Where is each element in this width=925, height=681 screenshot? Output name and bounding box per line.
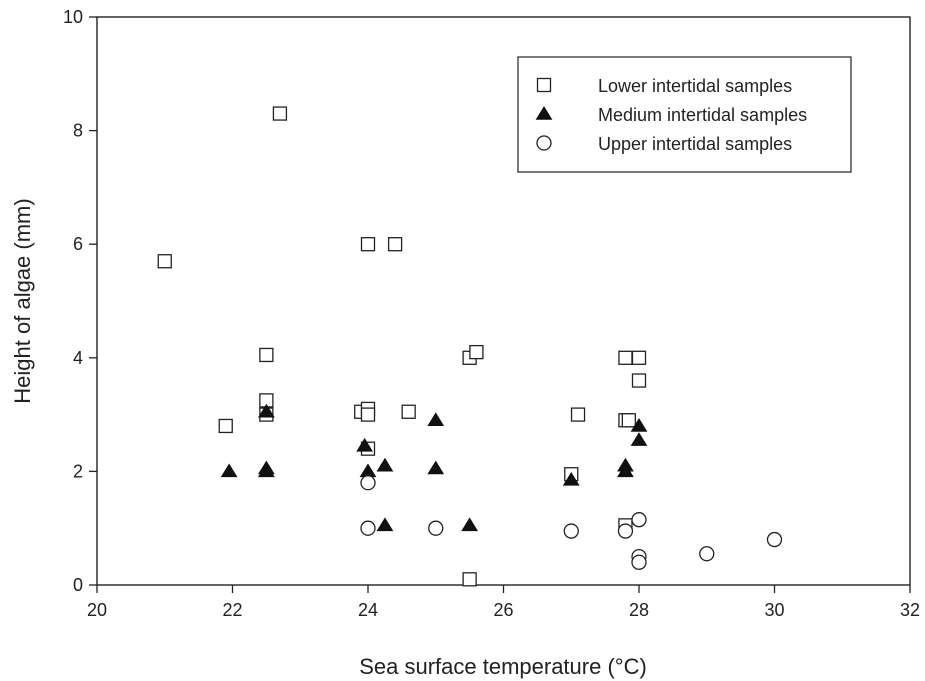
data-point (387, 237, 403, 252)
data-point (376, 457, 394, 472)
x-tick-label: 20 (87, 600, 107, 620)
data-point (157, 254, 172, 269)
data-point (469, 344, 484, 360)
legend-marker (535, 106, 553, 120)
x-axis-ticks: 20 22 24 26 28 30 32 (87, 585, 920, 620)
data-point (359, 463, 377, 478)
data-point (617, 463, 634, 478)
x-tick-label: 28 (629, 600, 649, 620)
data-point (218, 418, 233, 434)
legend-marker (536, 77, 552, 93)
x-tick-label: 30 (764, 600, 784, 620)
x-tick-label: 24 (358, 600, 378, 620)
y-tick-label: 4 (73, 348, 83, 368)
data-point (630, 432, 648, 446)
data-point (427, 412, 445, 427)
data-point (257, 403, 275, 418)
y-tick-label: 2 (73, 461, 83, 481)
data-point (376, 517, 394, 532)
data-point (699, 546, 715, 562)
data-point (259, 347, 274, 363)
data-point (360, 520, 376, 536)
data-point (630, 418, 648, 432)
y-tick-label: 8 (73, 121, 83, 141)
legend-box (517, 56, 852, 173)
data-point (631, 554, 647, 570)
data-point (220, 463, 238, 478)
data-point (360, 237, 376, 252)
data-point (631, 373, 647, 388)
y-axis-ticks: 0 2 4 6 8 10 (63, 7, 97, 595)
data-point (401, 404, 416, 419)
data-point (617, 523, 634, 539)
y-tick-label: 0 (73, 575, 83, 595)
x-axis-title: Sea surface temperature (°C) (359, 654, 647, 679)
data-point (272, 106, 288, 121)
data-point (427, 460, 445, 475)
legend-label: Upper intertidal samples (598, 134, 792, 154)
legend-marker (536, 135, 552, 151)
y-axis-title: Height of algae (mm) (10, 198, 35, 403)
y-tick-label: 6 (73, 234, 83, 254)
data-points (157, 106, 783, 587)
data-point (562, 471, 580, 486)
data-point (461, 517, 479, 532)
data-point (563, 523, 579, 539)
data-point (631, 350, 647, 365)
data-point (257, 463, 275, 478)
data-point (360, 475, 376, 491)
legend-label: Medium intertidal samples (598, 105, 807, 125)
x-tick-label: 22 (222, 600, 242, 620)
data-point (360, 407, 376, 422)
legend-items: Lower intertidal samples Medium intertida… (535, 76, 807, 154)
data-point (462, 572, 477, 587)
x-tick-label: 32 (900, 600, 920, 620)
data-point (631, 512, 647, 528)
y-tick-label: 10 (63, 7, 83, 27)
data-point (618, 350, 633, 365)
x-tick-label: 26 (493, 600, 513, 620)
legend: Lower intertidal samples Medium intertida… (517, 56, 852, 173)
legend-label: Lower intertidal samples (598, 76, 792, 96)
data-point (356, 437, 374, 452)
data-point (621, 413, 636, 428)
data-point (570, 407, 586, 422)
data-point (766, 531, 783, 548)
data-point (428, 520, 444, 536)
